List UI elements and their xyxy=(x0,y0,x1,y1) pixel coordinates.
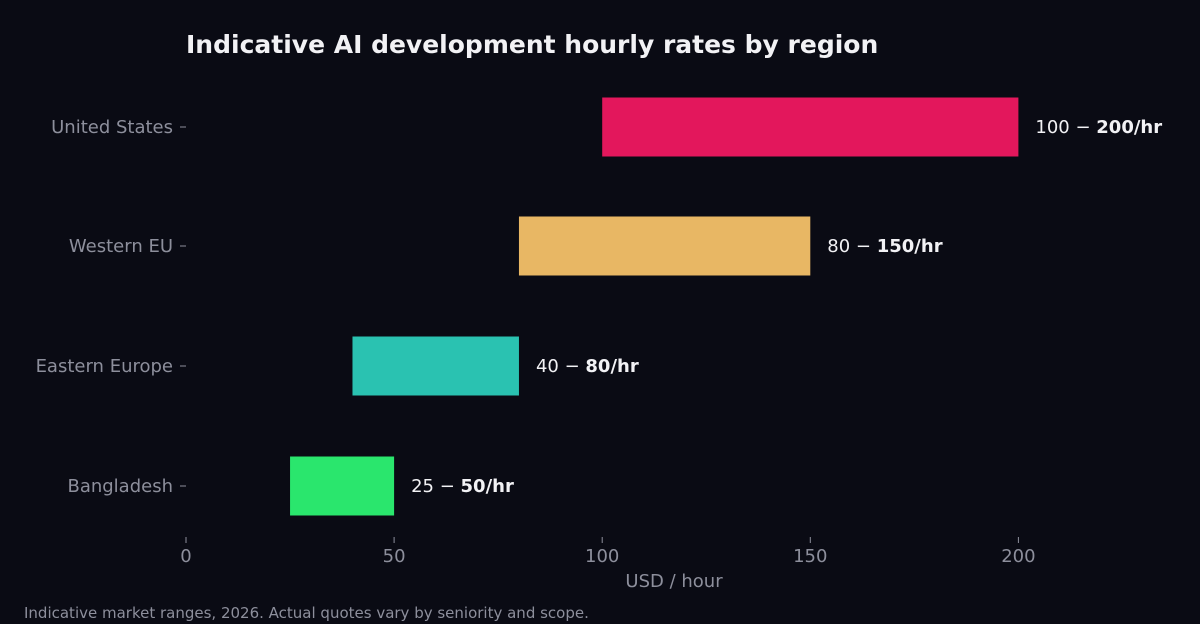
x-tick-label-50: 50 xyxy=(383,546,406,567)
x-tick-label-200: 200 xyxy=(1001,546,1035,567)
data-label-range-end: 150/hr xyxy=(877,236,943,257)
category-label-bangladesh: Bangladesh xyxy=(67,476,173,497)
bar-bangladesh xyxy=(290,456,395,516)
category-label-united-states: United States xyxy=(51,117,173,138)
data-label-range-start: 40 − xyxy=(536,356,585,377)
x-tick-label-100: 100 xyxy=(585,546,619,567)
data-label-range-end: 80/hr xyxy=(585,356,638,377)
bars xyxy=(290,97,1019,516)
bar-western-eu xyxy=(518,216,811,276)
bar-united-states xyxy=(602,97,1019,157)
category-label-western-eu: Western EU xyxy=(69,236,173,257)
data-label-western-eu: 80 − 150/hr xyxy=(827,236,942,257)
data-label-eastern-europe: 40 − 80/hr xyxy=(536,356,639,377)
category-label-eastern-europe: Eastern Europe xyxy=(36,356,173,377)
footnote: Indicative market ranges, 2026. Actual q… xyxy=(24,604,589,622)
x-axis-title: USD / hour xyxy=(625,571,723,592)
category-axis: United States Western EU Eastern Europe Ban… xyxy=(36,117,186,497)
data-label-range-end: 200/hr xyxy=(1096,117,1162,138)
data-label-range-start: 100 − xyxy=(1035,117,1096,138)
data-label-range-start: 25 − xyxy=(411,476,460,497)
x-tick-label-0: 0 xyxy=(180,546,191,567)
data-label-united-states: 100 − 200/hr xyxy=(1035,117,1162,138)
data-label-bangladesh: 25 − 50/hr xyxy=(411,476,514,497)
data-label-range-end: 50/hr xyxy=(461,476,514,497)
data-label-range-start: 80 − xyxy=(827,236,876,257)
chart-title: Indicative AI development hourly rates b… xyxy=(186,30,878,59)
x-axis: 0 50 100 150 200 xyxy=(180,537,1036,567)
bar-eastern-europe xyxy=(352,336,519,396)
data-labels: 100 − 200/hr 80 − 150/hr 40 − 80/hr 25 − 50… xyxy=(411,117,1162,497)
x-tick-label-150: 150 xyxy=(793,546,827,567)
